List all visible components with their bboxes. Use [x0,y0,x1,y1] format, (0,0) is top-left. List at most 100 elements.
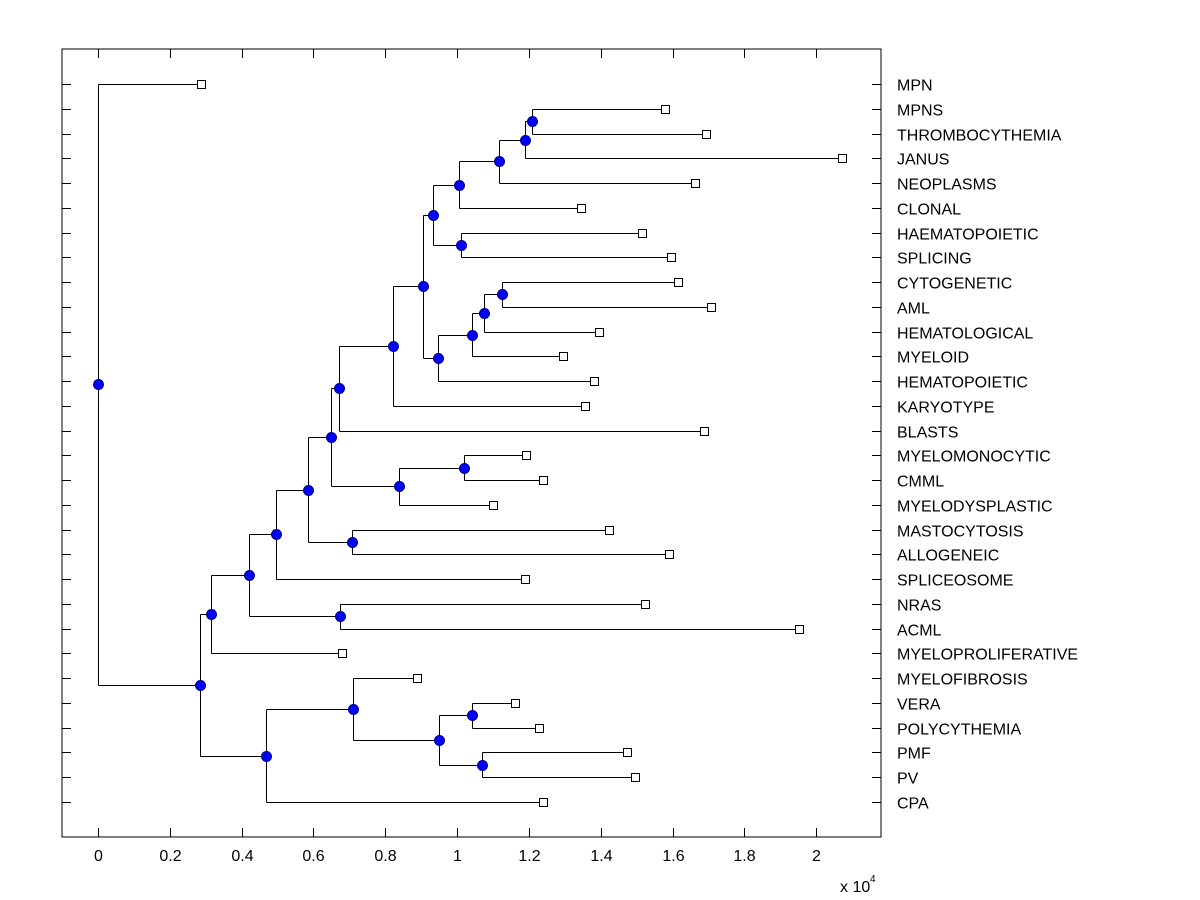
x-tick-label: 1 [453,848,462,865]
leaf-marker [522,451,531,460]
leaf-marker [707,303,716,312]
leaf-marker [631,773,640,782]
internal-node-marker [394,481,405,492]
y-axis-ticks [62,84,881,803]
internal-node-marker [454,180,465,191]
internal-node-marker [334,383,345,394]
leaf-label: MYELOMONOCYTIC [897,449,1051,466]
internal-node-marker [434,735,445,746]
leaf-marker [667,253,676,262]
x-tick-label: 0.2 [159,848,181,865]
leaf-marker [539,476,548,485]
dendrogram-leaf-markers [197,80,847,807]
internal-node-marker [520,135,531,146]
internal-node-marker [467,330,478,341]
leaf-label: THROMBOCYTHEMIA [897,128,1062,145]
leaf-marker [521,575,530,584]
leaf-label: AML [897,301,930,318]
leaf-marker [661,105,670,114]
internal-node-marker [418,281,429,292]
leaf-label: MPN [897,78,933,95]
leaf-marker [413,674,422,683]
leaf-marker [641,600,650,609]
x-multiplier-label: x 10 [840,879,870,896]
x-tick-label: 0.8 [374,848,396,865]
leaf-label: PV [897,771,919,788]
leaf-label: NRAS [897,598,941,615]
internal-node-marker [303,485,314,496]
x-tick-label: 1.2 [518,848,540,865]
leaf-marker [700,427,709,436]
leaf-label: PMF [897,746,931,763]
x-tick-label: 2 [812,848,821,865]
leaf-label: VERA [897,697,941,714]
leaf-marker [691,179,700,188]
x-multiplier: x 10 4 [840,874,876,896]
internal-node-marker [261,751,272,762]
leaf-label: HEMATOLOGICAL [897,326,1033,343]
internal-node-marker [459,463,470,474]
leaf-marker [674,278,683,287]
leaf-marker [489,501,498,510]
leaf-marker [511,699,520,708]
leaf-label: MYELOPROLIFERATIVE [897,647,1078,664]
leaf-label: MYELOFIBROSIS [897,672,1028,689]
leaf-label: BLASTS [897,425,958,442]
internal-node-marker [433,353,444,364]
internal-node-marker [347,537,358,548]
dendrogram-internal-nodes [93,116,538,771]
internal-node-marker [527,116,538,127]
leaf-label: MYELODYSPLASTIC [897,499,1053,516]
leaf-marker [577,204,586,213]
x-tick-label: 1.6 [662,848,684,865]
leaf-label: ACML [897,623,942,640]
leaf-label: SPLICEOSOME [897,573,1013,590]
internal-node-marker [497,289,508,300]
leaf-label: CLONAL [897,202,961,219]
leaf-label: POLYCYTHEMIA [897,722,1022,739]
leaf-marker [665,550,674,559]
leaf-label: HEMATOPOIETIC [897,375,1028,392]
leaf-marker [702,130,711,139]
leaf-marker [590,377,599,386]
x-tick-label: 0.4 [231,848,253,865]
internal-node-marker [335,611,346,622]
leaf-label: CMML [897,474,944,491]
internal-node-marker [479,308,490,319]
internal-node-marker [456,240,467,251]
internal-node-marker [428,210,439,221]
leaf-label: ALLOGENEIC [897,548,999,565]
internal-node-marker [206,609,217,620]
leaf-label: HAEMATOPOIETIC [897,227,1039,244]
x-multiplier-exponent: 4 [870,874,876,885]
x-tick-label: 1.8 [733,848,755,865]
leaf-labels: MPN MPNS THROMBOCYTHEMIA JANUS NEOPLASMS CLON… [897,78,1078,813]
internal-node-marker [195,680,206,691]
leaf-marker [795,625,804,634]
leaf-label: SPLICING [897,251,972,268]
x-tick-label: 0 [94,848,103,865]
x-tick-label: 0.6 [302,848,324,865]
internal-node-marker [93,379,104,390]
internal-node-marker [494,156,505,167]
leaf-marker [838,154,847,163]
internal-node-marker [477,760,488,771]
x-tick-label: 1.4 [590,848,612,865]
leaf-marker [581,402,590,411]
leaf-marker [623,748,632,757]
leaf-marker [605,526,614,535]
leaf-marker [535,724,544,733]
leaf-marker [197,80,206,89]
leaf-label: MYELOID [897,350,969,367]
leaf-marker [559,352,568,361]
axes-box [61,48,882,838]
leaf-label: NEOPLASMS [897,177,997,194]
internal-node-marker [467,710,478,721]
internal-node-marker [326,432,337,443]
leaf-label: CYTOGENETIC [897,276,1012,293]
internal-node-marker [244,570,255,581]
leaf-label: KARYOTYPE [897,400,995,417]
leaf-marker [595,328,604,337]
internal-node-marker [348,704,359,715]
